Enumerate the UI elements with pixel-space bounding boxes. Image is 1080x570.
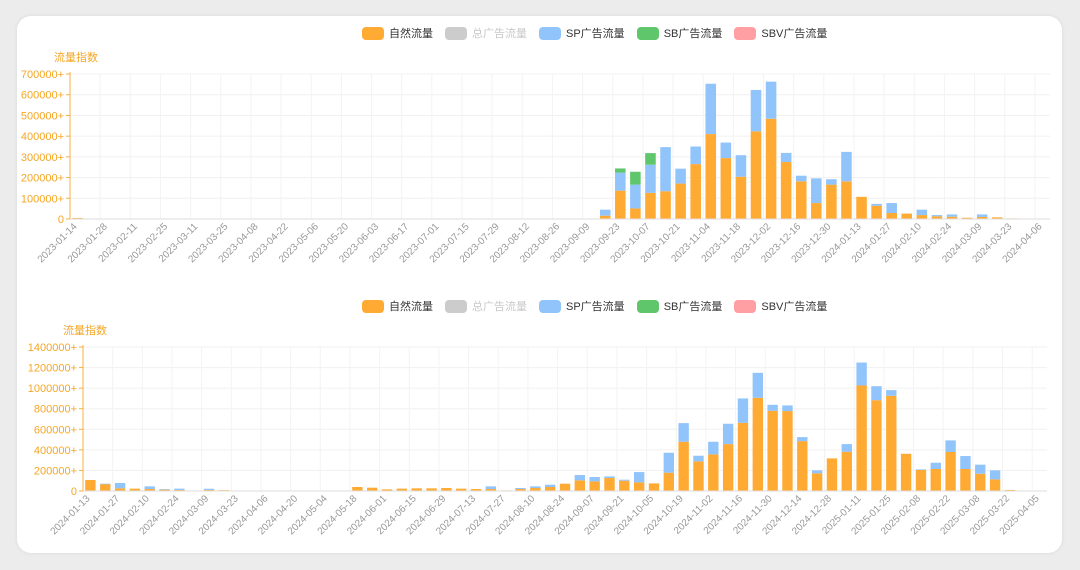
legend-label: 自然流量 — [389, 301, 433, 313]
bar-natural — [991, 217, 1003, 219]
bar-natural — [630, 208, 641, 219]
bar-natural — [720, 158, 732, 219]
legend-item[interactable]: SB广告流量 — [636, 25, 723, 41]
legend-item[interactable]: SP广告流量 — [539, 25, 625, 41]
bar-sp — [660, 147, 671, 192]
bar-sp — [675, 168, 686, 184]
y-tick-label: 100000+ — [21, 193, 64, 205]
legend-swatch — [539, 26, 561, 40]
legend-label: 自然流量 — [389, 28, 433, 40]
legend-swatch — [445, 299, 467, 313]
y-tick-label: 0 — [58, 214, 64, 226]
legend-label: 总广告流量 — [472, 28, 527, 40]
bar-sp — [976, 214, 988, 217]
legend-swatch — [539, 299, 561, 313]
bar-natural — [886, 212, 897, 219]
bar-sp — [946, 214, 958, 217]
bar-natural — [675, 183, 686, 219]
bar-natural — [901, 213, 913, 219]
bar-natural — [72, 217, 83, 219]
bar-sp — [931, 215, 943, 217]
legend-item[interactable]: 自然流量 — [362, 25, 433, 41]
bar-natural — [660, 191, 671, 219]
bar-sp — [645, 164, 656, 193]
bar-sb — [615, 168, 626, 173]
bar-natural — [705, 134, 717, 219]
y-tick-label: 700000+ — [21, 69, 64, 81]
bar-natural — [916, 215, 928, 219]
bar-natural — [780, 162, 792, 219]
bar-sp — [630, 184, 641, 209]
legend-item[interactable]: SBV广告流量 — [734, 25, 827, 41]
bar-natural — [871, 205, 882, 219]
bar-sp — [795, 175, 807, 182]
legend-label: SBV广告流量 — [761, 28, 828, 40]
y-tick-label: 200000+ — [21, 173, 64, 185]
bar-sp — [690, 146, 701, 165]
legend-item[interactable]: SP广告流量 — [539, 298, 625, 314]
bar-natural — [811, 203, 822, 219]
bar-natural — [690, 164, 701, 219]
legend-swatch — [734, 26, 757, 40]
bar-sp — [720, 142, 732, 159]
bar-sb — [630, 171, 641, 185]
bar-sb — [645, 153, 656, 165]
legend-label: SB广告流量 — [663, 28, 723, 40]
bar-sp — [871, 203, 882, 206]
bar-sp — [615, 172, 626, 191]
bar-natural — [856, 196, 867, 219]
chart2-y-axis-name: 流量指数 — [63, 325, 107, 337]
bar-natural — [735, 176, 747, 219]
chart2-legend: 自然流量 总广告流量 SP广告流量 SB广告流量 SBV广告流量 — [362, 298, 827, 314]
legend-swatch — [636, 26, 659, 40]
bar-sp — [841, 151, 852, 182]
chart1-y-axis-name: 流量指数 — [54, 52, 98, 64]
y-tick-label: 400000+ — [21, 131, 64, 143]
bar-natural — [750, 131, 762, 219]
bar-sp — [705, 83, 717, 135]
y-tick-label: 300000+ — [21, 152, 64, 164]
bar-natural — [841, 181, 852, 219]
bar-natural — [976, 216, 988, 219]
legend-item[interactable]: SBV广告流量 — [734, 298, 827, 314]
bar-natural — [795, 181, 807, 219]
y-tick-label: 500000+ — [21, 110, 64, 122]
chart1-legend: 自然流量 总广告流量 SP广告流量 SB广告流量 SBV广告流量 — [362, 25, 827, 41]
legend-label: SBV广告流量 — [761, 301, 828, 313]
legend-item[interactable]: 自然流量 — [362, 298, 433, 314]
legend-swatch — [636, 299, 659, 313]
bar-sp — [765, 81, 777, 119]
legend-label: SP广告流量 — [566, 301, 625, 313]
legend-swatch — [362, 26, 384, 40]
bar-sp — [811, 178, 822, 204]
y-tick-label: 600000+ — [21, 90, 64, 102]
bar-natural — [946, 216, 958, 219]
legend-swatch — [362, 299, 384, 313]
bar-natural — [826, 184, 837, 219]
legend-label: SP广告流量 — [566, 28, 625, 40]
legend-item[interactable]: 总广告流量 — [445, 25, 527, 41]
bar-sp — [599, 209, 611, 216]
legend-item[interactable]: 总广告流量 — [445, 298, 527, 314]
bar-sp — [886, 203, 897, 213]
bar-natural — [931, 216, 943, 219]
bar-natural — [961, 217, 973, 219]
legend-swatch — [734, 299, 757, 313]
legend-swatch — [445, 26, 467, 40]
legend-item[interactable]: SB广告流量 — [636, 298, 723, 314]
bar-sp — [916, 209, 928, 216]
bar-sp — [826, 179, 837, 185]
bar-natural — [765, 118, 777, 219]
bar-sp — [735, 155, 747, 177]
bar-sp — [780, 152, 792, 163]
bar-sp — [750, 89, 762, 132]
legend-label: 总广告流量 — [472, 301, 527, 313]
bar-natural — [645, 192, 656, 219]
bar-natural — [599, 215, 611, 219]
bar-natural — [615, 190, 626, 219]
legend-label: SB广告流量 — [663, 301, 723, 313]
